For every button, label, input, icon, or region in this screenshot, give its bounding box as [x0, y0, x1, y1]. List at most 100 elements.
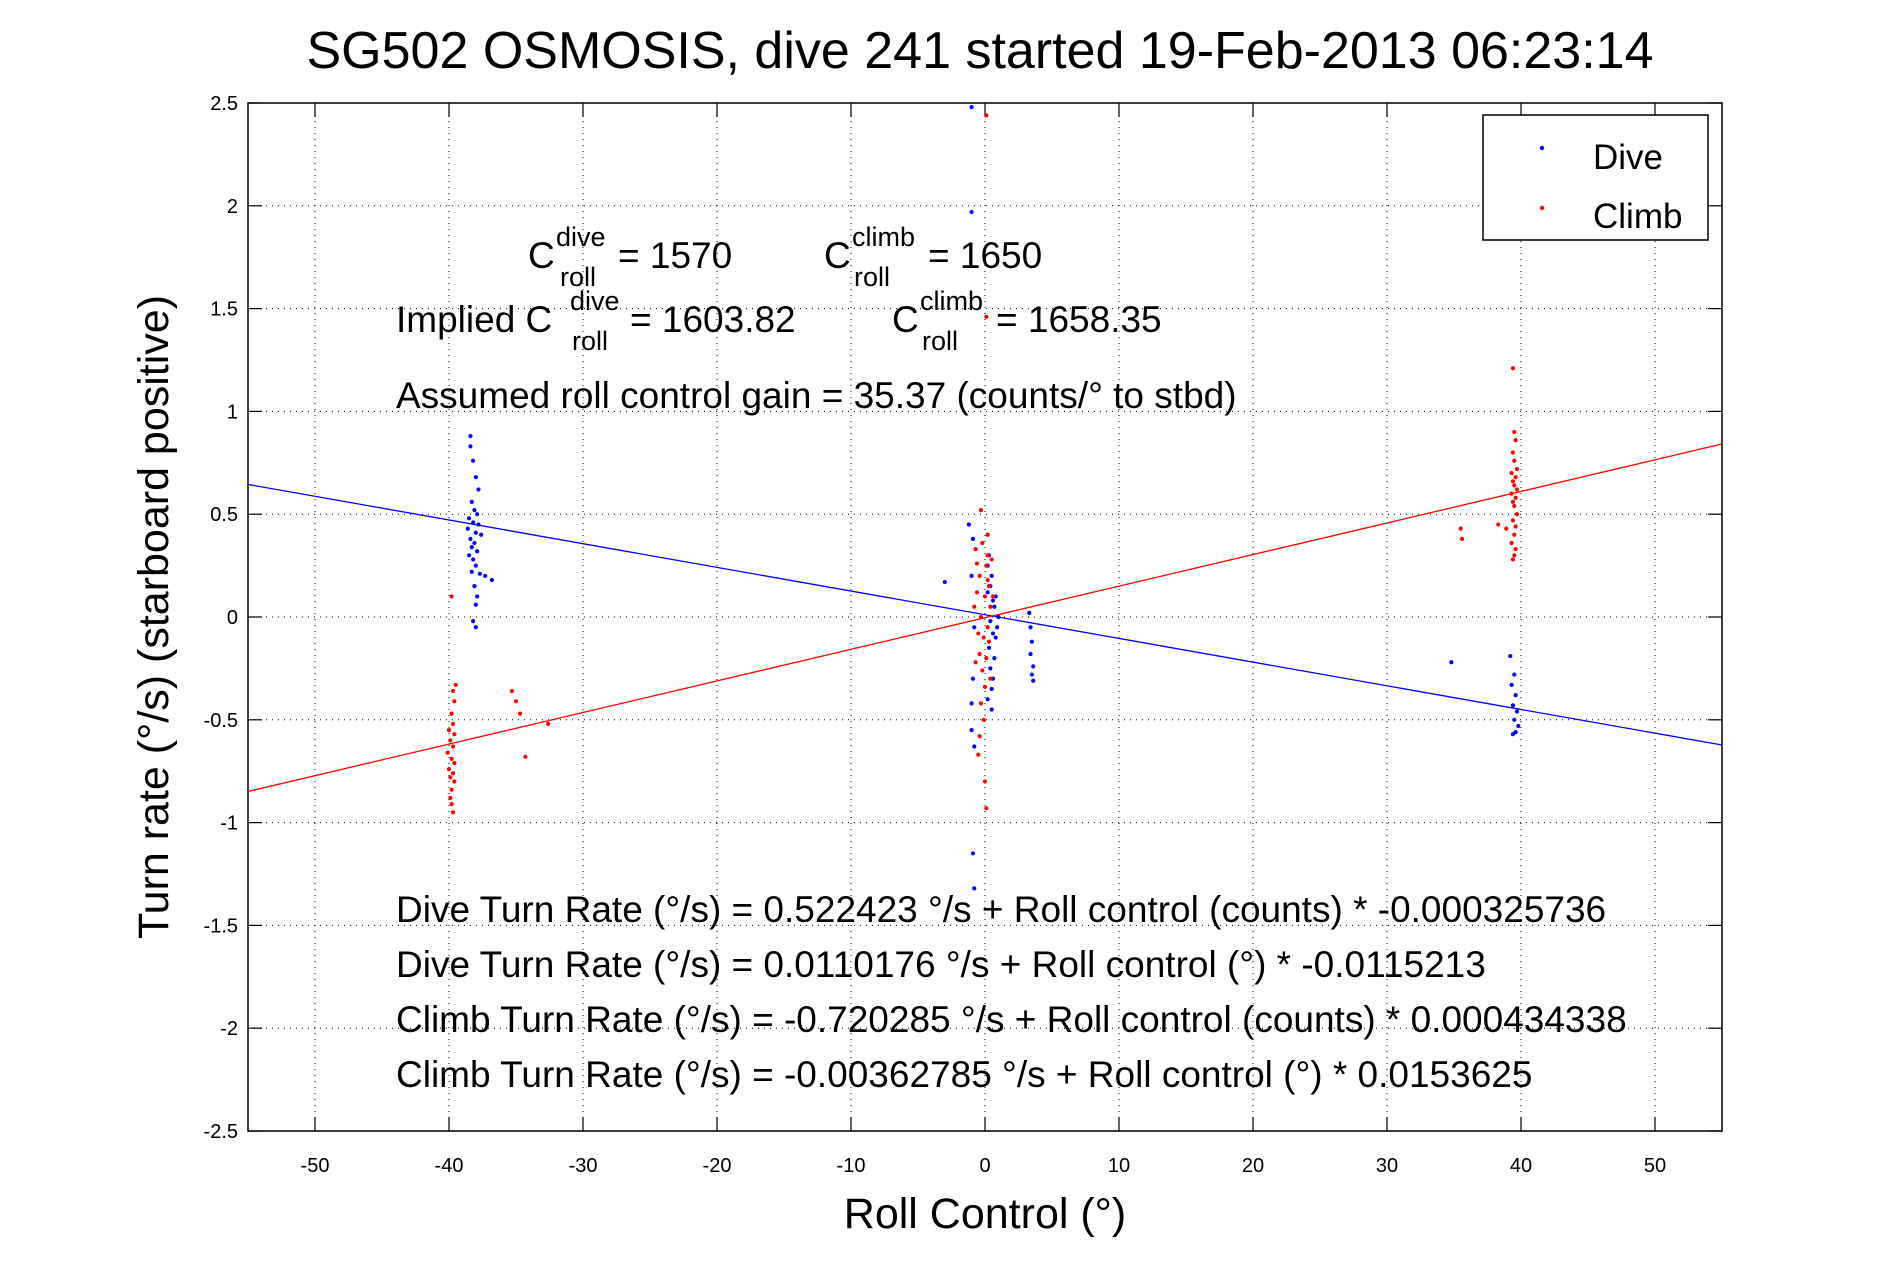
c-climb-prefix: C	[824, 235, 851, 276]
c-dive-superscript: dive	[556, 222, 606, 252]
chart-title: SG502 OSMOSIS, dive 241 started 19-Feb-2…	[306, 22, 1653, 80]
climb-point	[452, 779, 457, 784]
climb-point	[985, 532, 990, 537]
dive-point	[1512, 672, 1517, 677]
climb-point	[1504, 526, 1509, 531]
climb-point	[452, 760, 457, 766]
climb-fit-line	[247, 443, 1723, 793]
climb-point	[985, 553, 990, 558]
x-tick-label: 0	[979, 1155, 990, 1177]
x-tick-label: 10	[1108, 1155, 1130, 1177]
climb-point	[973, 660, 978, 665]
dive-point	[476, 487, 481, 492]
climb-point	[513, 699, 519, 704]
dive-point	[989, 573, 994, 578]
dive-point	[970, 676, 976, 681]
y-tick-label: 1.5	[210, 299, 238, 321]
climb-point	[1510, 479, 1516, 484]
climb-point	[452, 732, 457, 737]
climb-point	[977, 651, 982, 657]
dive-point	[473, 530, 478, 535]
climb-point	[1509, 540, 1514, 546]
climb-point	[1509, 470, 1514, 476]
climb-point	[984, 656, 989, 661]
dive-point	[986, 645, 992, 650]
climb-equation-degrees: Climb Turn Rate (°/s) = -0.00362785 °/s …	[396, 1054, 1532, 1095]
legend-climb-marker	[1539, 205, 1545, 211]
dive-point	[1027, 610, 1032, 615]
dive-point	[970, 851, 976, 856]
dive-point	[989, 707, 994, 712]
climb-point	[1513, 495, 1518, 500]
dive-point	[972, 886, 977, 891]
dive-point	[972, 625, 977, 630]
dive-point	[473, 475, 478, 480]
dive-point	[989, 686, 994, 692]
dive-point	[985, 697, 990, 702]
x-tick-labels: -50 -40 -30 -20 -10 0 10 20 30 40 50	[301, 1155, 1667, 1177]
dive-point	[970, 536, 976, 541]
dive-point	[473, 625, 478, 630]
y-tick-label: -2.5	[204, 1121, 238, 1143]
dive-point	[469, 499, 474, 504]
climb-point	[1514, 466, 1520, 472]
legend-dive-marker	[1539, 145, 1545, 151]
climb-point	[453, 682, 458, 687]
climb-point	[1512, 429, 1517, 435]
legend-climb-label: Climb	[1593, 197, 1682, 236]
x-tick-label: -40	[435, 1155, 464, 1177]
dive-point	[477, 571, 482, 576]
dive-point	[985, 590, 990, 595]
c-climb-subscript: roll	[854, 262, 890, 292]
implied-dive-superscript: dive	[570, 286, 620, 316]
y-tick-label: -1	[220, 813, 238, 835]
climb-point	[448, 775, 453, 780]
climb-point	[450, 688, 456, 694]
dive-point	[473, 602, 478, 607]
dive-point	[1028, 625, 1033, 630]
climb-point	[974, 561, 980, 566]
dive-point	[1514, 709, 1520, 714]
climb-point	[1513, 547, 1518, 552]
implied-dive-subscript: roll	[572, 326, 608, 356]
dive-point	[472, 507, 477, 513]
climb-point	[450, 771, 456, 776]
climb-point	[976, 631, 981, 636]
climb-point	[982, 779, 988, 784]
climb-point	[981, 635, 986, 640]
x-tick-label: -30	[569, 1155, 598, 1177]
dive-point	[992, 656, 997, 661]
implied-climb-value: = 1658.35	[996, 299, 1162, 340]
x-tick-label: 20	[1242, 1155, 1264, 1177]
dive-point	[1513, 693, 1518, 698]
implied-prefix: Implied C	[396, 299, 552, 340]
dive-point	[471, 557, 476, 562]
dive-point	[988, 619, 993, 624]
climb-point	[1512, 483, 1517, 488]
c-dive-value: = 1570	[618, 235, 732, 276]
dive-point	[1029, 672, 1034, 677]
dive-point	[469, 569, 474, 574]
implied-climb-superscript: climb	[920, 286, 983, 316]
climb-point	[980, 540, 985, 546]
climb-point	[1509, 491, 1514, 496]
climb-point	[1512, 553, 1517, 558]
climb-series	[445, 113, 1520, 815]
climb-point	[450, 810, 456, 815]
climb-point	[1458, 526, 1463, 531]
dive-point	[475, 512, 480, 517]
dive-point	[469, 544, 474, 550]
c-roll-annotation: C dive roll = 1570 C climb roll = 1650	[528, 222, 1042, 292]
dive-point	[1449, 660, 1454, 665]
dive-point	[468, 536, 473, 541]
dive-point	[467, 553, 472, 558]
dive-point	[969, 105, 974, 110]
dive-point	[468, 433, 473, 439]
climb-point	[985, 577, 990, 583]
climb-point	[446, 767, 452, 772]
climb-point	[446, 727, 452, 733]
climb-point	[984, 314, 989, 319]
x-tick-label: -50	[301, 1155, 330, 1177]
climb-point	[449, 756, 454, 761]
